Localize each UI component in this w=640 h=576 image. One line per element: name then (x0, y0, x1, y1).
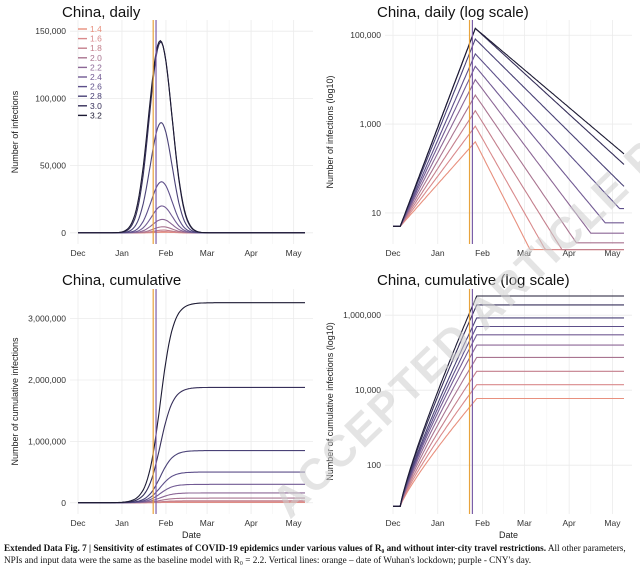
x-tick-label: May (604, 518, 621, 528)
y-tick-label: 100,000 (350, 30, 381, 40)
y-tick-label: 0 (61, 228, 66, 238)
x-axis-label: Date (499, 530, 518, 540)
x-tick-label: Dec (385, 518, 401, 528)
series-line-1.6 (393, 384, 624, 507)
caption-rest: All other parameters, NPIs and input dat… (4, 543, 626, 565)
panel-4: China, cumulative (log scale) Dec Jan Feb Ma… (325, 272, 632, 540)
legend-label: 2.0 (90, 53, 102, 63)
series-line-2.6 (393, 325, 624, 507)
y-axis-label: Number of cumulative infections (log10) (325, 322, 335, 481)
chart-title: China, daily (62, 4, 141, 21)
chart-title: China, daily (log scale) (377, 4, 529, 21)
x-tick-label: May (604, 248, 621, 258)
series-line-2.8 (393, 317, 624, 507)
x-tick-label: Feb (475, 518, 490, 528)
series-line-3.2 (78, 302, 305, 504)
series-line-2.0 (393, 94, 624, 244)
series-line-1.8 (393, 370, 624, 507)
x-tick-label: Jan (431, 518, 445, 528)
chart-title: China, cumulative (62, 272, 181, 289)
series-line-1.4 (393, 397, 624, 507)
legend-label: 2.6 (90, 82, 102, 92)
legend-label: 3.2 (90, 110, 102, 120)
x-tick-label: Apr (563, 248, 576, 258)
legend-label: 2.4 (90, 72, 102, 82)
panel-2: China, daily (log scale) Dec Jan Feb Mar Apr M… (325, 4, 632, 258)
caption-label: Extended Data Fig. 7 | (4, 543, 94, 553)
y-tick-label: 2,000,000 (28, 375, 66, 385)
y-tick-label: 1,000 (360, 119, 382, 129)
series-line-3.0 (393, 304, 624, 507)
y-tick-label: 0 (61, 498, 66, 508)
x-axis-label: Date (182, 530, 201, 540)
x-tick-label: May (286, 518, 303, 528)
legend-label: 3.0 (90, 101, 102, 111)
y-tick-label: 150,000 (35, 26, 66, 36)
series-line-2.2 (393, 344, 624, 507)
x-tick-label: Feb (475, 248, 490, 258)
x-tick-label: Mar (517, 248, 532, 258)
x-tick-label: Jan (431, 248, 445, 258)
y-tick-label: 100,000 (35, 93, 66, 103)
x-tick-label: Dec (70, 248, 86, 258)
series-line-2.8 (393, 37, 625, 227)
chart-title: China, cumulative (log scale) (377, 272, 570, 289)
x-tick-label: Mar (200, 518, 215, 528)
legend-label: 1.8 (90, 43, 102, 53)
series-line-2.4 (393, 65, 624, 227)
x-tick-label: Apr (244, 518, 257, 528)
y-tick-label: 1,000,000 (343, 310, 381, 320)
series-line-1.8 (393, 109, 624, 251)
series-line-2.4 (393, 334, 624, 507)
y-axis-label: Number of infections (10, 90, 20, 173)
x-tick-label: Feb (159, 248, 174, 258)
y-tick-label: 50,000 (40, 161, 66, 171)
series-line-2.2 (393, 78, 624, 234)
caption-bold: Sensitivity of estimates of COVID-19 epi… (93, 543, 547, 553)
figure-caption: Extended Data Fig. 7 | Sensitivity of es… (4, 542, 636, 566)
y-axis-label: Number of cumulative infections (10, 337, 20, 466)
y-tick-label: 10 (372, 208, 382, 218)
y-axis-label: Number of infections (log10) (325, 75, 335, 188)
legend: 1.41.61.82.02.22.42.62.83.03.2 (78, 24, 102, 120)
series-line-2.0 (393, 356, 624, 507)
x-tick-label: Dec (385, 248, 401, 258)
legend-label: 2.8 (90, 91, 102, 101)
legend-label: 1.6 (90, 34, 102, 44)
x-tick-label: Apr (244, 248, 257, 258)
x-tick-label: Jan (115, 518, 129, 528)
y-tick-label: 100 (367, 460, 381, 470)
y-tick-label: 10,000 (355, 385, 381, 395)
x-tick-label: May (286, 248, 303, 258)
series-line-3.2 (78, 39, 305, 234)
legend-label: 2.2 (90, 62, 102, 72)
x-tick-label: Mar (517, 518, 532, 528)
series-line-2.6 (393, 52, 624, 227)
y-tick-label: 3,000,000 (28, 314, 66, 324)
plot-area (70, 20, 313, 244)
panel-1: China, daily Dec Jan Feb Mar Apr May 0 50,000 100… (10, 4, 313, 258)
panel-3: China, cumulative Dec Jan Feb Mar Apr May 0 1,00… (10, 272, 313, 540)
series-line-3.2 (393, 27, 625, 227)
x-tick-label: Apr (563, 518, 576, 528)
y-tick-label: 1,000,000 (28, 436, 66, 446)
x-tick-label: Feb (159, 518, 174, 528)
x-tick-label: Jan (115, 248, 129, 258)
x-tick-label: Mar (200, 248, 215, 258)
series-line-3.2 (393, 295, 624, 507)
x-tick-label: Dec (70, 518, 86, 528)
legend-label: 1.4 (90, 24, 102, 34)
